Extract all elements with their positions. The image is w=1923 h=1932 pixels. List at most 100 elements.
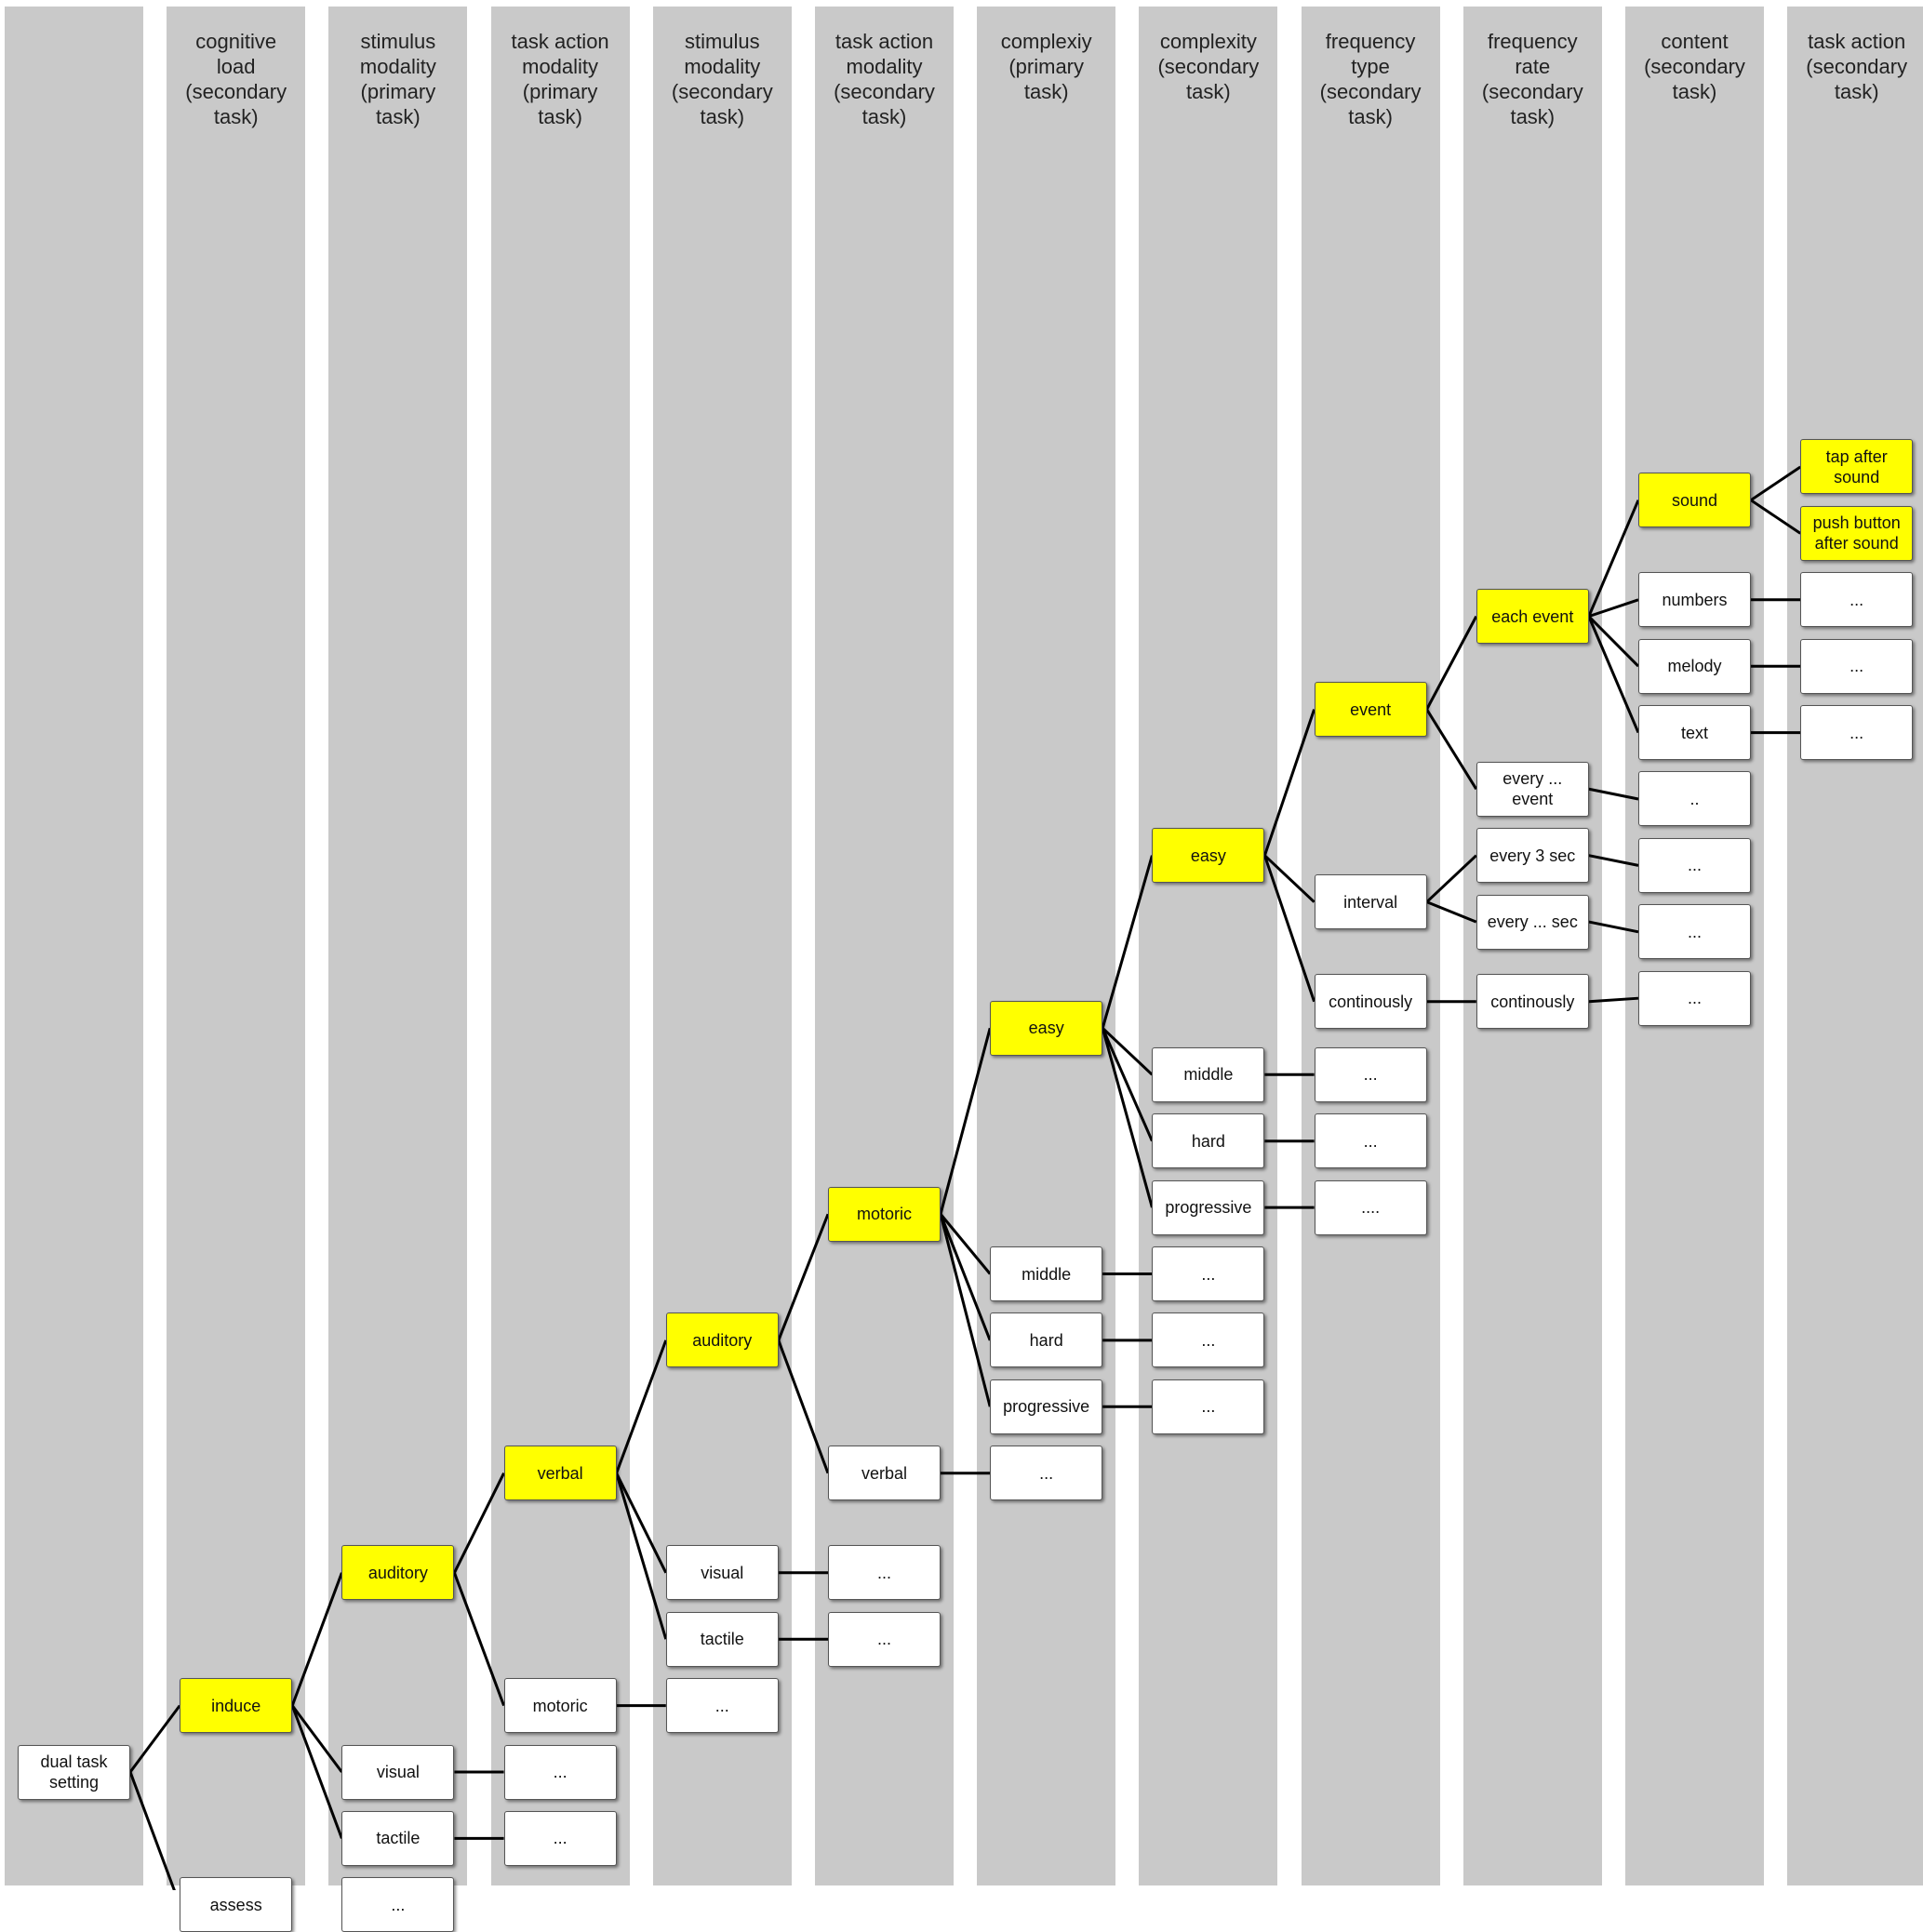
connector-everysec-dots10c — [1588, 920, 1639, 934]
node-dots4a: ... — [665, 1678, 779, 1734]
node-numbers: numbers — [1638, 572, 1751, 628]
node-everysec: every ... sec — [1476, 894, 1589, 950]
connector-easy2-interval — [1263, 854, 1315, 903]
node-dots10c: ... — [1638, 904, 1751, 960]
connector-easy1-easy2 — [1101, 855, 1154, 1029]
node-every3: every 3 sec — [1476, 828, 1589, 884]
node-dots5a: ... — [828, 1545, 941, 1601]
connector-induce-tac1 — [290, 1705, 343, 1839]
node-everyevent: every ... event — [1476, 761, 1589, 817]
connector-induce-vis1 — [290, 1704, 343, 1773]
connector-lines — [128, 465, 1802, 1890]
node-dots7a: ... — [1152, 1246, 1265, 1301]
column-c7: complexity (secondary task) — [1139, 7, 1278, 1885]
node-middle2: middle — [1152, 1046, 1265, 1102]
connector-easy1-hard2 — [1101, 1027, 1154, 1142]
node-sound: sound — [1638, 473, 1751, 528]
connector-aud2-motoric2 — [777, 1213, 830, 1341]
node-dots11a: ... — [1800, 572, 1914, 628]
node-easy1: easy — [990, 1000, 1103, 1056]
node-verbal2: verbal — [828, 1446, 941, 1501]
connector-motoric2-middle1 — [939, 1213, 992, 1275]
connector-everyevent-dots10a — [1588, 787, 1639, 801]
connector-aud1-motoric1 — [452, 1572, 506, 1707]
connector-motoric2-hard1 — [939, 1213, 992, 1341]
node-push: push button after sound — [1800, 505, 1914, 561]
node-induce: induce — [180, 1678, 293, 1734]
column-c8: frequency type (secondary task) — [1301, 7, 1440, 1885]
column-header: complexity (secondary task) — [1157, 30, 1260, 103]
connector-interval-everysec — [1426, 900, 1477, 924]
column-header: task action modality (secondary task) — [834, 30, 935, 128]
column-header: cognitive load (secondary task) — [185, 30, 287, 128]
connector-motoric2-prog1 — [939, 1213, 992, 1407]
connector-cont2-dots10d — [1588, 996, 1639, 1004]
connector-easy2-event — [1262, 709, 1316, 857]
connector-root-induce — [128, 1704, 181, 1773]
connector-induce-aud1 — [290, 1572, 343, 1707]
column-header: stimulus modality (secondary task) — [671, 30, 773, 128]
connector-verbal1-aud2 — [615, 1339, 668, 1474]
column-header: complexiy (primary task) — [1000, 30, 1092, 103]
node-easy2: easy — [1152, 828, 1265, 884]
node-event: event — [1314, 682, 1427, 738]
node-tac1: tactile — [341, 1810, 455, 1866]
node-hard2: hard — [1152, 1113, 1265, 1169]
node-root: dual task setting — [18, 1744, 130, 1800]
node-tap: tap after sound — [1800, 439, 1914, 495]
column-header: content (secondary task) — [1644, 30, 1745, 103]
node-cont2: continously — [1476, 974, 1589, 1030]
column-c6: complexiy (primary task) — [977, 7, 1116, 1885]
connector-verbal1-vis2 — [615, 1472, 668, 1574]
node-dots11b: ... — [1800, 638, 1914, 694]
connector-sound-tap — [1750, 465, 1802, 501]
column-c1: cognitive load (secondary task) — [167, 7, 306, 1885]
node-prog1: progressive — [990, 1379, 1103, 1434]
column-header: task action (secondary task) — [1806, 30, 1908, 103]
node-dots7b: ... — [1152, 1312, 1265, 1368]
node-dots3b: ... — [503, 1810, 617, 1866]
node-prog2: progressive — [1152, 1179, 1265, 1235]
node-dots5b: ... — [828, 1611, 941, 1667]
connector-eachevent-sound — [1587, 500, 1640, 618]
connector-every3-dots10b — [1588, 854, 1639, 867]
node-motoric2: motoric — [828, 1186, 941, 1242]
connector-eachevent-text — [1587, 616, 1640, 734]
connector-root-assess — [128, 1771, 176, 1890]
connector-event-everyevent — [1425, 708, 1478, 791]
node-dots8b: ... — [1314, 1113, 1427, 1169]
connector-motoric2-easy1 — [939, 1027, 992, 1215]
connector-easy1-prog2 — [1101, 1027, 1154, 1208]
node-dots8a: ... — [1314, 1046, 1427, 1102]
column-c0 — [5, 7, 143, 1885]
connector-event-eachevent — [1425, 615, 1478, 711]
node-text: text — [1638, 705, 1751, 761]
connector-interval-every3 — [1425, 854, 1477, 903]
node-dots2a: ... — [341, 1877, 455, 1932]
dual-task-taxonomy-diagram: cognitive load (secondary task) stimulus … — [5, 7, 1923, 1932]
column-header: task action modality (primary task) — [511, 30, 609, 128]
node-interval: interval — [1314, 874, 1427, 930]
connector-aud1-verbal1 — [453, 1472, 505, 1574]
connector-easy2-cont1 — [1262, 855, 1316, 1003]
connector-easy1-middle2 — [1102, 1027, 1154, 1076]
connector-verbal1-tac2 — [615, 1472, 668, 1640]
connector-eachevent-melody — [1587, 615, 1640, 668]
node-dots10b: ... — [1638, 837, 1751, 893]
node-tac2: tactile — [665, 1611, 779, 1667]
node-motoric1: motoric — [503, 1678, 617, 1734]
node-cont1: continously — [1314, 974, 1427, 1030]
node-dots3a: ... — [503, 1744, 617, 1800]
column-c11: task action (secondary task) — [1787, 7, 1923, 1885]
node-eachevent: each event — [1476, 589, 1589, 645]
node-aud1: auditory — [341, 1545, 455, 1601]
node-vis2: visual — [665, 1545, 779, 1601]
connector-eachevent-numbers — [1588, 598, 1639, 619]
node-middle1: middle — [990, 1246, 1103, 1301]
node-melody: melody — [1638, 638, 1751, 694]
column-header: frequency type (secondary task) — [1319, 30, 1422, 128]
node-assess: assess — [180, 1877, 293, 1932]
connector-aud2-verbal2 — [777, 1339, 830, 1474]
node-dots11c: ... — [1800, 705, 1914, 761]
node-aud2: auditory — [665, 1312, 779, 1368]
